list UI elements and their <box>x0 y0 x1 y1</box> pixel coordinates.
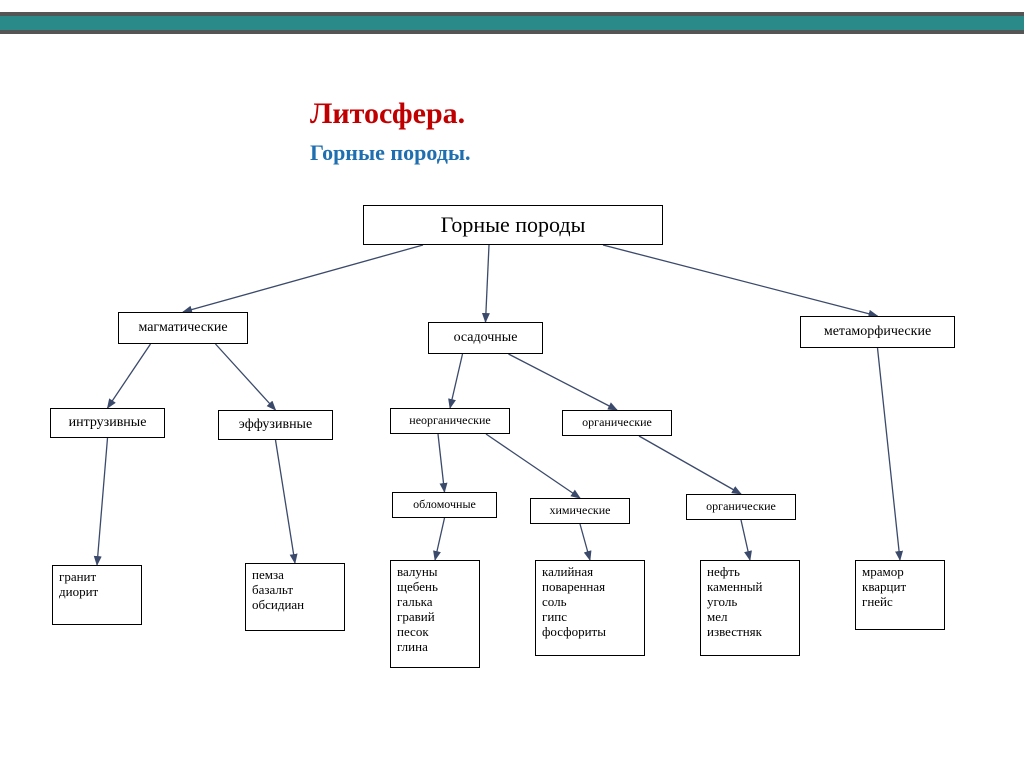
node-ex_clastic: валуныщебеньгалькагравийпесокглина <box>390 560 480 668</box>
node-chemical: химические <box>530 498 630 524</box>
node-organic1: органические <box>562 410 672 436</box>
edge-intrusive-ex_intrusive <box>97 438 108 565</box>
edge-effusive-ex_effusive <box>276 440 296 563</box>
edge-clastic-ex_clastic <box>435 518 445 560</box>
edge-magmatic-effusive <box>216 344 276 410</box>
edge-inorganic-chemical <box>486 434 580 498</box>
edge-root-metamorphic <box>603 245 878 316</box>
edge-metamorphic-ex_meta <box>878 348 901 560</box>
edge-magmatic-intrusive <box>108 344 151 408</box>
node-organic2: органические <box>686 494 796 520</box>
edge-sedimentary-inorganic <box>450 354 463 408</box>
node-ex_intrusive: гранитдиорит <box>52 565 142 625</box>
title-main: Литосфера. <box>310 97 465 131</box>
node-metamorphic: метаморфические <box>800 316 955 348</box>
node-ex_chemical: калийнаяповареннаясольгипсфосфориты <box>535 560 645 656</box>
node-sedimentary: осадочные <box>428 322 543 354</box>
edges-layer <box>0 0 1024 767</box>
node-inorganic: неорганические <box>390 408 510 434</box>
node-magmatic: магматические <box>118 312 248 344</box>
edge-organic1-organic2 <box>639 436 741 494</box>
node-ex_organic: нефтькаменныйугольмелизвестняк <box>700 560 800 656</box>
edge-sedimentary-organic1 <box>509 354 618 410</box>
edge-organic2-ex_organic <box>741 520 750 560</box>
node-effusive: эффузивные <box>218 410 333 440</box>
node-intrusive: интрузивные <box>50 408 165 438</box>
edge-chemical-ex_chemical <box>580 524 590 560</box>
edge-root-sedimentary <box>486 245 490 322</box>
node-ex_meta: мраморкварцитгнейс <box>855 560 945 630</box>
node-clastic: обломочные <box>392 492 497 518</box>
node-ex_effusive: пемзабазальтобсидиан <box>245 563 345 631</box>
edge-inorganic-clastic <box>438 434 445 492</box>
decorative-top-bar <box>0 12 1024 34</box>
title-sub: Горные породы. <box>310 140 471 166</box>
edge-root-magmatic <box>183 245 423 312</box>
node-root: Горные породы <box>363 205 663 245</box>
